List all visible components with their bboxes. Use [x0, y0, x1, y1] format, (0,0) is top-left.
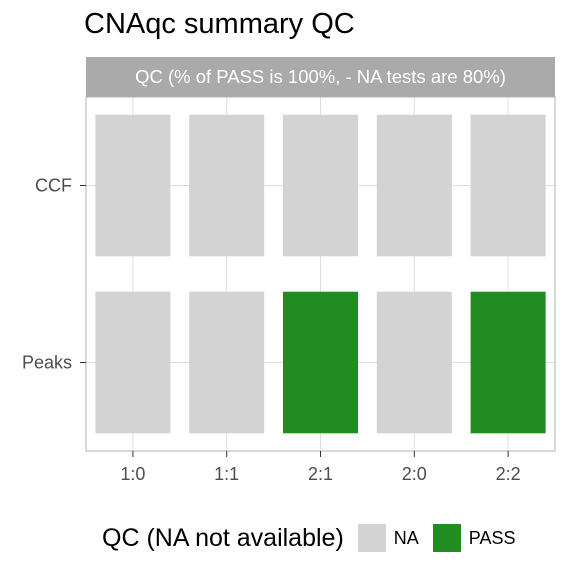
cell-ccf-2-2: [471, 115, 546, 257]
x-tick-label-1-1: 1:1: [214, 464, 239, 484]
cell-ccf-2-0: [377, 115, 452, 257]
legend-key-na: [358, 524, 386, 552]
x-tick-label-1-0: 1:0: [120, 464, 145, 484]
legend: QC (NA not available) NA PASS: [102, 518, 529, 558]
legend-label-na: NA: [394, 528, 419, 549]
cell-peaks-1-1: [189, 292, 264, 434]
y-tick-label-ccf: CCF: [35, 176, 72, 196]
cell-peaks-1-0: [95, 292, 170, 434]
cell-ccf-1-1: [189, 115, 264, 257]
y-tick-label-peaks: Peaks: [22, 353, 72, 373]
cell-peaks-2-2: [471, 292, 546, 434]
legend-label-pass: PASS: [469, 528, 516, 549]
legend-item-pass: PASS: [433, 524, 516, 552]
cell-ccf-2-1: [283, 115, 358, 257]
legend-key-pass: [433, 524, 461, 552]
legend-title: QC (NA not available): [102, 524, 344, 553]
cell-peaks-2-0: [377, 292, 452, 434]
legend-item-na: NA: [358, 524, 419, 552]
cell-ccf-1-0: [95, 115, 170, 257]
x-tick-label-2-1: 2:1: [308, 464, 333, 484]
cell-peaks-2-1: [283, 292, 358, 434]
x-tick-label-2-2: 2:2: [496, 464, 521, 484]
x-tick-label-2-0: 2:0: [402, 464, 427, 484]
